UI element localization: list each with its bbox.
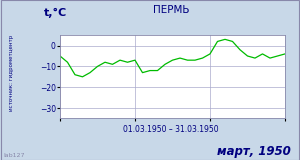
Text: lab127: lab127	[3, 153, 25, 158]
Text: источник: гидрометцентр: источник: гидрометцентр	[10, 35, 14, 112]
Text: март, 1950: март, 1950	[217, 145, 291, 158]
Text: 01.03.1950 – 31.03.1950: 01.03.1950 – 31.03.1950	[123, 125, 219, 134]
Text: ПЕРМЬ: ПЕРМЬ	[153, 5, 189, 15]
Text: t,°C: t,°C	[44, 8, 67, 18]
